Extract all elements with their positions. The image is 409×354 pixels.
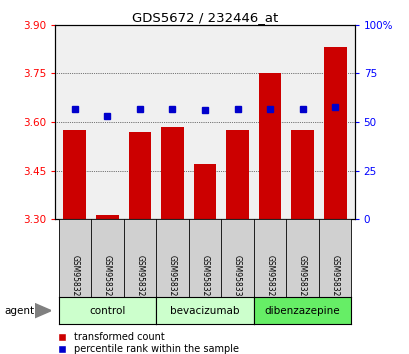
Bar [161,127,183,219]
Bar [323,47,346,219]
Text: GSM958324: GSM958324 [135,255,144,301]
Bar [226,130,248,219]
Text: GSM958330: GSM958330 [232,255,241,301]
Text: GSM958322: GSM958322 [70,255,79,301]
Text: GSM958329: GSM958329 [200,255,209,301]
Text: GSM958323: GSM958323 [103,255,112,301]
Bar [193,164,216,219]
Bar [290,130,313,219]
Text: GSM958326: GSM958326 [297,255,306,301]
Text: GSM958328: GSM958328 [168,255,177,301]
Text: control: control [89,306,125,316]
Text: GSM958327: GSM958327 [330,255,339,301]
Text: agent: agent [4,306,34,316]
Bar [258,73,281,219]
Bar [128,132,151,219]
Text: dibenzazepine: dibenzazepine [264,306,339,316]
Legend: transformed count, percentile rank within the sample: transformed count, percentile rank withi… [58,332,238,354]
Title: GDS5672 / 232446_at: GDS5672 / 232446_at [132,11,277,24]
Bar [63,130,86,219]
Bar [96,215,119,219]
Text: GSM958325: GSM958325 [265,255,274,301]
Text: bevacizumab: bevacizumab [170,306,239,316]
Polygon shape [35,303,51,318]
